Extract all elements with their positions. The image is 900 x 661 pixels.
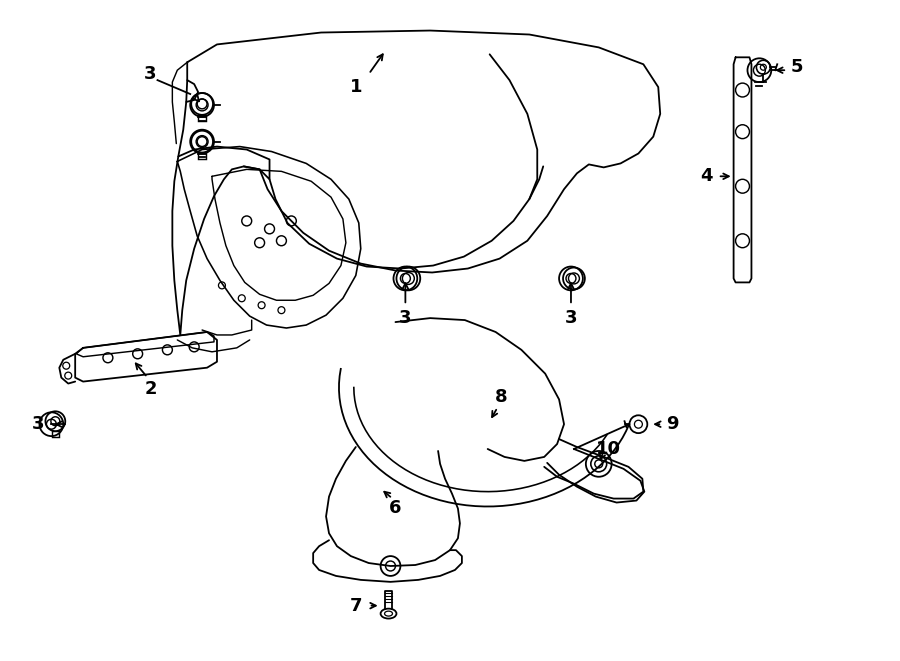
Text: 9: 9 [666, 415, 679, 433]
Bar [198, 153, 206, 159]
Text: 3: 3 [399, 309, 411, 327]
Text: 8: 8 [495, 389, 508, 407]
Text: 6: 6 [389, 500, 401, 518]
Text: 4: 4 [700, 167, 713, 185]
Bar [198, 115, 206, 121]
Text: 3: 3 [32, 415, 45, 433]
Text: 3: 3 [144, 65, 157, 83]
Text: 1: 1 [349, 78, 362, 96]
Text: 5: 5 [791, 58, 804, 76]
Text: 7: 7 [350, 597, 363, 615]
Text: 3: 3 [564, 309, 577, 327]
Bar [52, 431, 58, 437]
Text: 10: 10 [596, 440, 621, 458]
Text: 2: 2 [144, 381, 157, 399]
